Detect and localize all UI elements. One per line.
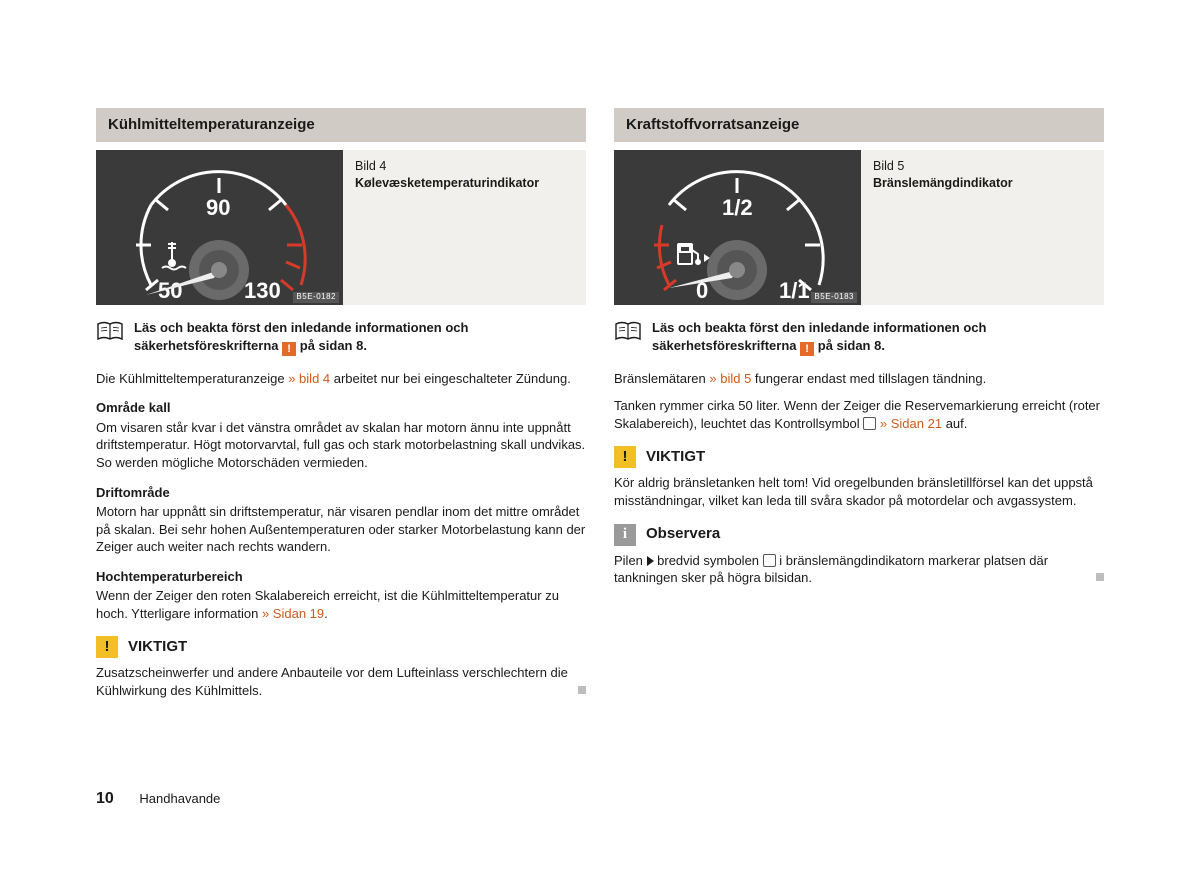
- callout-title-viktigt-left: VIKTIGT: [128, 637, 187, 657]
- callout-title-observera: Observera: [646, 524, 720, 544]
- gauge-label-full: 1/1: [779, 278, 810, 303]
- warning-triangle-icon: !: [614, 446, 636, 468]
- viktigt-text-right: Kör aldrig bränsletanken helt tom! Vid o…: [614, 474, 1104, 509]
- fuel-symbol-icon: [863, 417, 876, 430]
- figure-label-right: Bild 5 Bränslemängdindikator: [861, 150, 1104, 305]
- figure-number-right: Bild 5: [873, 158, 1092, 175]
- note-suffix: på sidan 8.: [296, 338, 367, 353]
- figure-caption-left: Kølevæsketemperaturindikator: [355, 175, 574, 192]
- coolant-gauge: 50 90 130: [96, 150, 343, 305]
- callout-title-viktigt-right: VIKTIGT: [646, 447, 705, 467]
- link-sidan19[interactable]: » Sidan 19: [262, 606, 324, 621]
- right-column: Kraftstoffvorratsanzeige: [614, 108, 1104, 709]
- heading-hoch: Hochtemperaturbereich: [96, 568, 586, 586]
- book-note-left: Läs och beakta först den inledande infor…: [96, 319, 586, 356]
- image-ref-right: B5E-0183: [811, 292, 857, 303]
- figure-caption-right: Bränslemängdindikator: [873, 175, 1092, 192]
- info-icon: i: [614, 524, 636, 546]
- figure-block-left: 50 90 130: [96, 150, 586, 305]
- book-note-text-right: Läs och beakta först den inledande infor…: [652, 319, 1104, 356]
- figure-block-right: 0 1/2 1/1 B5E-0183: [614, 150, 1104, 305]
- image-ref-left: B5E-0182: [293, 292, 339, 303]
- figure-number-left: Bild 4: [355, 158, 574, 175]
- fuel-symbol-icon: [763, 554, 776, 567]
- heading-kall: Område kall: [96, 399, 586, 417]
- fuel-gauge: 0 1/2 1/1 B5E-0183: [614, 150, 861, 305]
- page-content: Kühlmitteltemperaturanzeige: [0, 0, 1200, 749]
- book-note-right: Läs och beakta först den inledande infor…: [614, 319, 1104, 356]
- viktigt-text-left: Zusatzscheinwerfer und andere Anbauteile…: [96, 664, 586, 699]
- gauge-label-90: 90: [206, 195, 230, 220]
- end-marker-icon: [578, 686, 586, 694]
- paragraph-kall: Om visaren står kvar i det vänstra områd…: [96, 419, 586, 472]
- paragraph-hoch: Wenn der Zeiger den roten Skalabereich e…: [96, 587, 586, 622]
- page-number: 10: [96, 790, 114, 807]
- link-bild4[interactable]: » bild 4: [288, 371, 330, 386]
- paragraph-drift: Motorn har uppnått sin driftstemperatur,…: [96, 503, 586, 556]
- callout-viktigt-left: ! VIKTIGT: [96, 636, 586, 658]
- gauge-label-130: 130: [244, 278, 281, 303]
- heading-drift: Driftområde: [96, 484, 586, 502]
- open-book-icon: [614, 321, 642, 348]
- gauge-label-half: 1/2: [722, 195, 753, 220]
- paragraph-tank: Tanken rymmer cirka 50 liter. Wenn der Z…: [614, 397, 1104, 432]
- book-note-text-left: Läs och beakta först den inledande infor…: [134, 319, 586, 356]
- open-book-icon: [96, 321, 124, 348]
- callout-observera: i Observera: [614, 524, 1104, 546]
- coolant-temp-icon: [162, 242, 186, 270]
- link-bild5[interactable]: » bild 5: [709, 371, 751, 386]
- paragraph-intro-right: Bränslemätaren » bild 5 fungerar endast …: [614, 370, 1104, 388]
- warning-triangle-icon: !: [96, 636, 118, 658]
- figure-label-left: Bild 4 Kølevæsketemperaturindikator: [343, 150, 586, 305]
- callout-viktigt-right: ! VIKTIGT: [614, 446, 1104, 468]
- page-footer: 10 Handhavande: [96, 788, 220, 810]
- paragraph-intro-left: Die Kühlmitteltemperaturanzeige » bild 4…: [96, 370, 586, 388]
- warning-icon: !: [282, 342, 296, 356]
- warning-icon: !: [800, 342, 814, 356]
- link-sidan21[interactable]: » Sidan 21: [876, 416, 942, 431]
- section-header-right: Kraftstoffvorratsanzeige: [614, 108, 1104, 142]
- note-suffix: på sidan 8.: [814, 338, 885, 353]
- observera-text: Pilen bredvid symbolen i bränslemängdind…: [614, 552, 1104, 587]
- footer-label: Handhavande: [139, 791, 220, 806]
- arrow-right-icon: [647, 556, 654, 566]
- end-marker-icon: [1096, 573, 1104, 581]
- left-column: Kühlmitteltemperaturanzeige: [96, 108, 586, 709]
- fuel-pump-icon: [678, 244, 710, 264]
- section-header-left: Kühlmitteltemperaturanzeige: [96, 108, 586, 142]
